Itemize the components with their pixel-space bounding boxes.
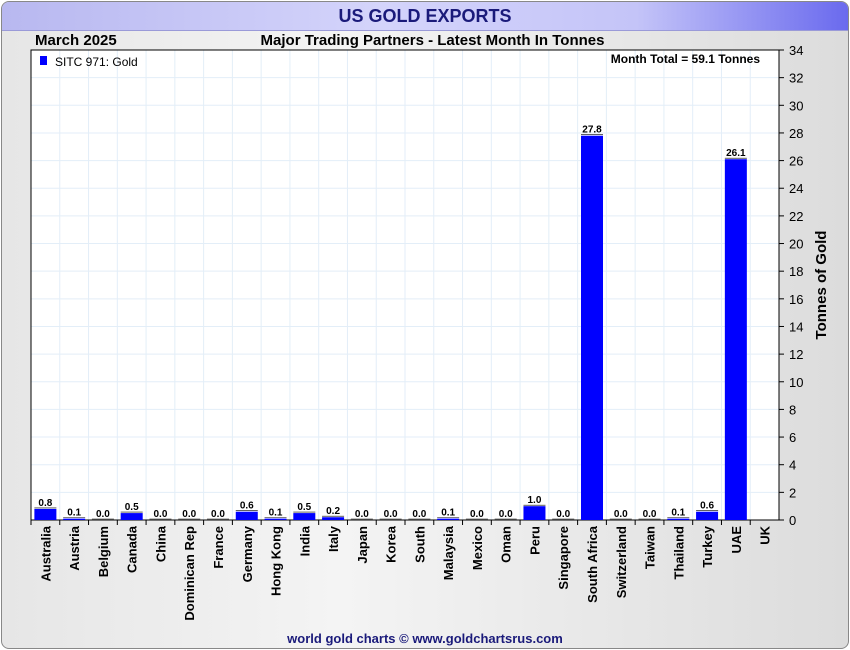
bar-canada (120, 513, 143, 520)
x-tick-label: UAE (729, 526, 744, 554)
bar-value-label: 0.0 (643, 509, 657, 520)
x-tick-label: Japan (355, 526, 370, 564)
y-tick-label: 4 (789, 458, 796, 473)
bar-value-label: 0.1 (441, 508, 455, 519)
x-tick-label: Dominican Rep (182, 526, 197, 621)
bar-value-label: 0.2 (326, 506, 340, 517)
bar-value-label: 0.5 (125, 502, 139, 513)
x-tick-label: Germany (240, 525, 255, 582)
bar-italy (322, 517, 345, 520)
bar-value-label: 0.0 (614, 509, 628, 520)
x-tick-label: Australia (38, 525, 53, 581)
bar-value-label: 0.5 (297, 502, 311, 513)
bar-value-label: 0.8 (38, 498, 52, 509)
x-tick-label: Turkey (700, 525, 715, 567)
bar-value-label: 0.0 (154, 509, 168, 520)
bar-value-label: 0.0 (211, 509, 225, 520)
bar-turkey (696, 511, 719, 520)
bar-value-label: 0.0 (384, 509, 398, 520)
bar-value-label: 27.8 (582, 125, 602, 136)
y-tick-label: 16 (789, 292, 803, 307)
bar-peru (523, 506, 546, 520)
bar-india (293, 513, 316, 520)
month-total-annotation: Month Total = 59.1 Tonnes (611, 52, 761, 66)
bar-value-label: 0.0 (470, 509, 484, 520)
y-tick-label: 6 (789, 430, 796, 445)
x-tick-label: Mexico (470, 526, 485, 570)
y-tick-label: 28 (789, 126, 803, 141)
bar-value-label: 0.1 (671, 508, 685, 519)
x-tick-label: France (211, 526, 226, 569)
x-tick-label: Switzerland (614, 526, 629, 598)
bar-value-label: 0.0 (556, 509, 570, 520)
bar-australia (34, 508, 57, 520)
bar-value-label: 0.6 (700, 501, 714, 512)
bar-value-label: 0.1 (269, 508, 283, 519)
bar-thailand (667, 518, 690, 520)
y-tick-label: 14 (789, 319, 803, 334)
x-tick-label: Italy (326, 525, 341, 552)
y-tick-label: 10 (789, 375, 803, 390)
bar-value-label: 0.0 (499, 509, 513, 520)
title-bar: US GOLD EXPORTS (2, 2, 848, 31)
y-tick-label: 12 (789, 347, 803, 362)
y-tick-label: 18 (789, 264, 803, 279)
x-tick-label: Taiwan (643, 526, 658, 569)
bar-value-label: 0.1 (67, 508, 81, 519)
y-tick-label: 26 (789, 154, 803, 169)
x-tick-label: UK (758, 525, 773, 544)
y-tick-label: 24 (789, 181, 803, 196)
bar-value-label: 0.0 (96, 509, 110, 520)
x-tick-label: Oman (499, 526, 514, 563)
bar-value-label: 0.6 (240, 501, 254, 512)
x-tick-label: Hong Kong (269, 526, 284, 596)
y-tick-label: 8 (789, 402, 796, 417)
date-label: March 2025 (35, 32, 117, 49)
bar-south-africa (581, 135, 603, 521)
bar-austria (63, 518, 86, 520)
chart-title: US GOLD EXPORTS (338, 6, 512, 26)
y-tick-label: 0 (789, 513, 796, 528)
bar-hong-kong (264, 518, 287, 520)
x-tick-label: China (153, 525, 168, 562)
x-tick-label: Korea (384, 525, 399, 563)
y-tick-label: 20 (789, 237, 803, 252)
bar-value-label: 1.0 (528, 495, 542, 506)
x-tick-label: India (297, 525, 312, 556)
x-tick-label: Peru (527, 526, 542, 555)
x-tick-label: South Africa (585, 525, 600, 603)
bar-value-label: 0.0 (182, 509, 196, 520)
x-tick-label: Austria (67, 525, 82, 571)
legend-swatch (40, 56, 47, 65)
x-tick-label: Thailand (671, 526, 686, 580)
y-tick-label: 30 (789, 98, 803, 113)
x-tick-label: Canada (125, 525, 140, 573)
bar-germany (235, 511, 258, 520)
bar-value-label: 0.0 (412, 509, 426, 520)
footer-credit: world gold charts © www.goldchartsrus.co… (287, 631, 563, 646)
legend-label: SITC 971: Gold (55, 55, 138, 69)
bar-uae (724, 159, 747, 521)
y-tick-label: 34 (789, 43, 803, 58)
y-axis-title: Tonnes of Gold (813, 231, 830, 340)
y-tick-label: 22 (789, 209, 803, 224)
bar-value-label: 0.0 (355, 509, 369, 520)
bar-value-label: 26.1 (726, 148, 746, 159)
bar-malaysia (437, 518, 460, 520)
x-tick-label: Belgium (96, 526, 111, 577)
x-tick-label: South (412, 526, 427, 563)
y-tick-label: 32 (789, 71, 803, 86)
y-tick-label: 2 (789, 485, 796, 500)
x-tick-label: Malaysia (441, 525, 456, 580)
x-tick-label: Singapore (556, 526, 571, 590)
chart-subtitle: Major Trading Partners - Latest Month In… (260, 32, 605, 49)
